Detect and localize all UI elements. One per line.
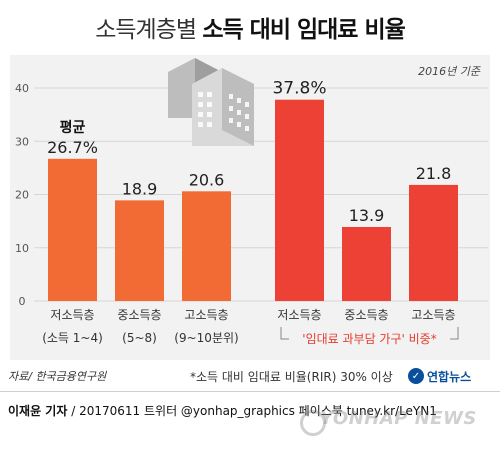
source-note: 자료/ 한국금융연구원: [8, 370, 107, 383]
title-part2: 소득 대비 임대료 비율: [202, 17, 405, 43]
x-sub-label: (5~8): [122, 331, 157, 345]
x-category-label: 고소득층: [184, 308, 228, 322]
watermark: YONHAP NEWS: [320, 408, 477, 429]
bar-value-label: 21.8: [416, 164, 452, 183]
bar: [409, 184, 458, 301]
bar-value-label: 18.9: [122, 179, 158, 198]
x-category-label: 고소득층: [411, 308, 455, 322]
bar-value-label: 26.7%: [47, 138, 98, 157]
footer-divider: [0, 391, 500, 392]
x-category-label: 저소득층: [50, 308, 94, 322]
y-tick-label: 40: [15, 82, 29, 95]
bar-value-label: 13.9: [349, 206, 385, 225]
apartment-building-icon: [168, 58, 254, 146]
yonhap-logo-icon: ✓: [408, 368, 424, 384]
title-part1: 소득계층별: [95, 17, 197, 43]
x-category-label: 중소득층: [344, 308, 388, 322]
y-tick-label: 20: [15, 189, 29, 202]
bracket-right: [450, 327, 459, 340]
base-year-label: 2016년 기준: [418, 65, 480, 78]
y-tick-label: 10: [15, 242, 29, 255]
bracket-left: [280, 327, 289, 340]
watermark-icon: [300, 410, 326, 436]
x-sub-label: (9~10분위): [174, 331, 238, 345]
date: 20170611: [79, 404, 141, 418]
bar: [275, 99, 324, 301]
footnote: *소득 대비 임대료 비율(RIR) 30% 이상: [190, 370, 393, 384]
chart-title: 소득계층별 소득 대비 임대료 비율: [0, 10, 500, 44]
author: 이재윤 기자: [8, 404, 68, 418]
bar: [48, 158, 97, 301]
group-bracket-label: '임대료 과부담 가구' 비중*: [302, 332, 436, 346]
bar-value-label: 37.8%: [272, 79, 326, 99]
bar: [115, 200, 164, 301]
credit-line: 이재윤 기자 / 20170611 트위터 @yonhap_graphics 페…: [8, 402, 437, 419]
credit-sep: /: [71, 404, 80, 418]
x-category-label: 중소득층: [117, 308, 161, 322]
yonhap-logo: ✓ 연합뉴스: [408, 366, 493, 386]
x-category-label: 저소득층: [277, 308, 321, 322]
logo-text: 연합뉴스: [427, 369, 472, 384]
x-sub-label: (소득 1~4): [42, 331, 103, 345]
bar: [182, 191, 231, 301]
average-annotation: 평균: [60, 119, 86, 136]
y-tick-label: 0: [19, 295, 26, 308]
bar-value-label: 20.6: [189, 170, 225, 189]
social: 트위터 @yonhap_graphics 페이스북 tuney.kr/LeYN1: [143, 404, 437, 418]
bar: [342, 226, 391, 301]
y-tick-label: 30: [15, 135, 29, 148]
